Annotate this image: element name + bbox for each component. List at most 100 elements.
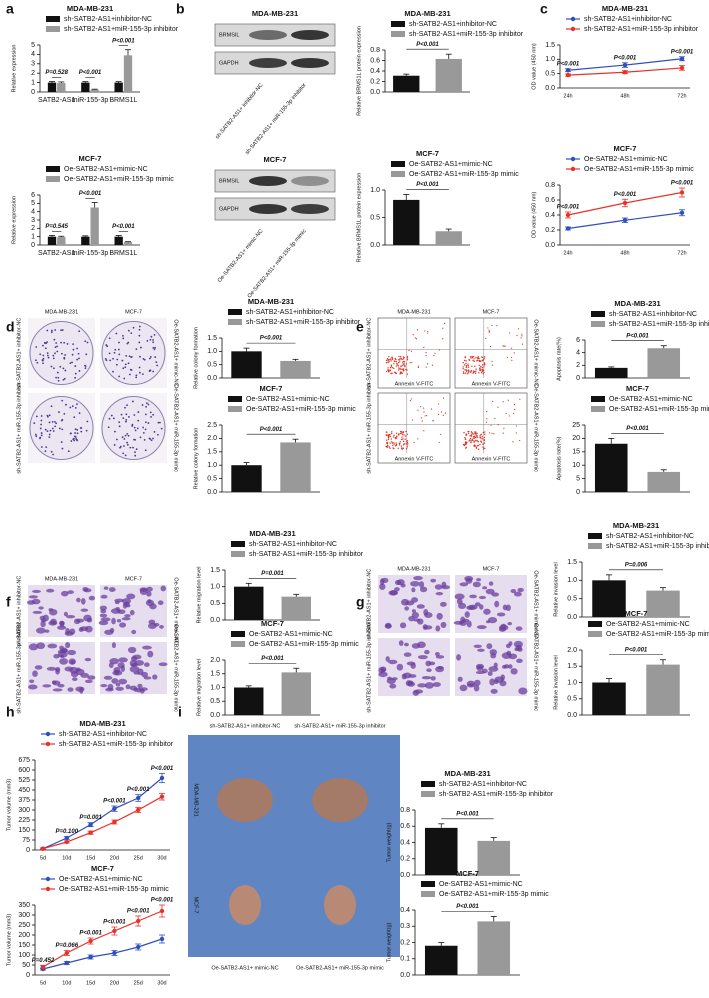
colony-dot xyxy=(146,402,148,405)
colony-dot xyxy=(74,372,77,375)
y-tick-label: 0.0 xyxy=(400,872,410,879)
flow-event xyxy=(464,443,467,446)
flow-event xyxy=(427,330,429,333)
flow-event xyxy=(392,436,395,438)
cell xyxy=(75,686,85,692)
annotation: P<0.001 xyxy=(614,55,637,61)
y-tick-label: 0.5 xyxy=(210,600,220,607)
flow-event xyxy=(477,448,480,450)
y-tick-label: 0.0 xyxy=(370,89,380,96)
legend-swatch xyxy=(228,309,242,315)
colony-dot xyxy=(122,417,125,420)
colony-dot xyxy=(46,414,49,417)
cell xyxy=(65,641,71,649)
y-tick-label: 1.0 xyxy=(567,577,577,584)
cell xyxy=(430,676,436,681)
annotation: P<0.001 xyxy=(151,898,174,904)
cell xyxy=(517,647,523,652)
chart-title: MCF-7 xyxy=(614,144,637,153)
colony-dot xyxy=(52,357,55,360)
y-tick-label: 0.5 xyxy=(567,696,577,703)
cell xyxy=(57,683,65,688)
y-tick-label: 0.0 xyxy=(567,712,577,719)
cell xyxy=(459,684,468,692)
cell xyxy=(158,662,168,667)
flow-event xyxy=(414,337,417,339)
point xyxy=(622,62,628,68)
bar xyxy=(57,237,66,245)
cell xyxy=(379,583,386,590)
flow-event xyxy=(509,332,511,334)
y-tick-label: 0 xyxy=(576,489,580,496)
cell xyxy=(476,665,484,671)
legend-label: Oe-SATB2-AS1+miR-155-3p mimic xyxy=(409,171,519,178)
legend-label: sh-SATB2-AS1+inhibitor-NC xyxy=(64,16,152,23)
point xyxy=(112,806,117,811)
flow-event xyxy=(480,365,482,368)
cell xyxy=(42,684,52,688)
flow-event xyxy=(482,373,484,375)
cell xyxy=(78,627,84,632)
colony-dot xyxy=(71,353,74,356)
colony-dot xyxy=(42,359,44,362)
colony-dot xyxy=(153,348,156,351)
cell xyxy=(411,597,419,603)
y-tick-label: 1.0 xyxy=(370,187,380,194)
chart-title: MCF-7 xyxy=(260,384,283,393)
flow-event xyxy=(398,360,401,362)
colony-dot xyxy=(125,420,127,423)
flow-event xyxy=(478,359,481,362)
bar xyxy=(90,89,99,92)
flow-event xyxy=(508,415,510,417)
y-tick-label: 0.4 xyxy=(545,212,555,219)
cell xyxy=(125,604,131,608)
colony-dot xyxy=(138,328,141,331)
colony-dot xyxy=(42,362,44,365)
point xyxy=(64,950,70,956)
flow-event xyxy=(388,446,391,448)
flow-event xyxy=(406,446,409,448)
flow-event xyxy=(521,333,523,335)
panel-letter: i xyxy=(178,704,182,720)
flow-event xyxy=(406,440,409,442)
colony-dot xyxy=(84,367,87,370)
flow-event xyxy=(385,439,388,441)
flow-event xyxy=(490,424,492,426)
flow-event xyxy=(394,445,397,447)
cell xyxy=(148,619,156,625)
cell xyxy=(58,620,65,626)
cell xyxy=(404,642,409,647)
bar xyxy=(424,945,458,975)
legend-swatch xyxy=(421,881,435,887)
y-axis-label: Apoptosis rate(%) xyxy=(556,337,562,381)
flow-event xyxy=(391,356,393,359)
colony-dot xyxy=(61,447,64,450)
colony-dot xyxy=(35,435,38,438)
cell xyxy=(483,608,491,615)
cell xyxy=(489,678,495,686)
colony-dot xyxy=(142,432,145,434)
cell xyxy=(111,678,119,684)
colony-dot xyxy=(144,449,147,452)
colony-dot xyxy=(55,422,58,425)
y-tick-label: 50 xyxy=(22,962,30,969)
cell xyxy=(422,624,428,630)
flow-event xyxy=(483,357,485,360)
colony-dot xyxy=(112,417,115,420)
y-tick-label: 0.0 xyxy=(210,712,220,719)
bar xyxy=(594,367,628,378)
cell xyxy=(64,631,74,636)
colony-dot xyxy=(133,426,136,429)
chart-title: MCF-7 xyxy=(261,619,284,628)
colony-dot xyxy=(63,377,66,380)
flow-event xyxy=(506,356,509,359)
colony-dot xyxy=(34,359,37,362)
colony-dot xyxy=(134,429,137,432)
cell xyxy=(493,662,498,668)
cell xyxy=(124,614,131,618)
cell xyxy=(111,642,116,649)
y-tick-label: 0.5 xyxy=(370,214,380,221)
colony-dot xyxy=(40,415,43,417)
cell xyxy=(131,629,137,635)
